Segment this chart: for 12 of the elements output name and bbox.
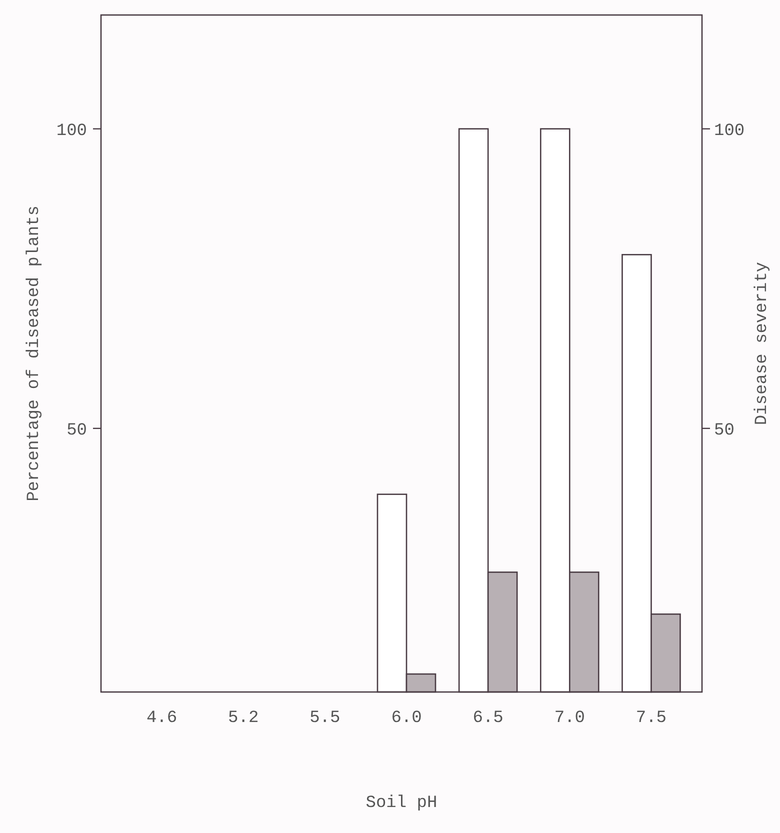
y2-axis-title: Disease severity <box>753 262 772 426</box>
x-tick-label: 4.6 <box>146 709 178 728</box>
x-tick-label: 5.5 <box>310 709 340 728</box>
y2-tick-label: 50 <box>714 421 734 440</box>
x-tick-label: 6.0 <box>391 709 422 728</box>
y-axis-title: Percentage of diseased plants <box>25 206 44 502</box>
x-axis-title: Soil pH <box>366 794 438 813</box>
y2-tick-label: 100 <box>714 122 745 141</box>
x-tick-label: 6.5 <box>472 709 504 728</box>
x-tick-label: 5.2 <box>228 709 259 728</box>
x-tick-label: 7.0 <box>554 709 585 728</box>
x-tick-label: 7.5 <box>636 709 667 728</box>
